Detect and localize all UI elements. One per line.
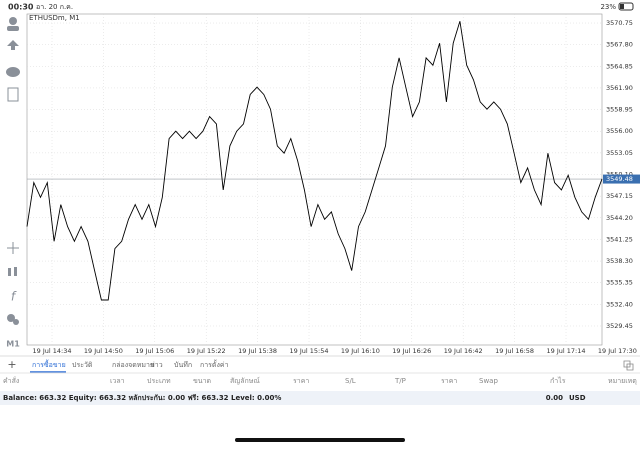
home-indicator xyxy=(235,438,405,442)
tab[interactable]: การตั้งค่า xyxy=(200,358,229,369)
column-header: ราคา xyxy=(441,377,457,385)
x-tick-label: 19 Jul 14:34 xyxy=(33,347,72,355)
y-tick-label: 3558.95 xyxy=(606,106,633,114)
layout-icon[interactable] xyxy=(623,360,634,371)
add-button[interactable]: + xyxy=(7,358,16,371)
y-tick-label: 3570.75 xyxy=(606,19,633,27)
balance-summary: Balance: 663.32 Equity: 663.32 หลักประกั… xyxy=(3,394,281,402)
tab[interactable]: บันทึก xyxy=(174,360,192,369)
battery-icon xyxy=(618,2,634,11)
timeframe[interactable]: M1 xyxy=(6,340,20,349)
column-header: ขนาด xyxy=(193,377,211,385)
chart-title: ETHUSDm, M1 xyxy=(29,14,80,22)
currency: USD xyxy=(569,394,586,402)
chat-icon[interactable] xyxy=(6,67,20,77)
y-tick-label: 3564.85 xyxy=(606,62,633,70)
column-header: คำสั่ง xyxy=(3,376,19,385)
balance-bar xyxy=(0,391,640,405)
x-tick-label: 19 Jul 16:26 xyxy=(392,347,431,355)
battery-level xyxy=(620,4,624,9)
column-header: สัญลักษณ์ xyxy=(230,377,260,385)
x-tick-label: 19 Jul 16:42 xyxy=(444,347,483,355)
profit: 0.00 xyxy=(546,394,563,402)
y-tick-label: 3541.25 xyxy=(606,235,633,243)
x-tick-label: 19 Jul 17:14 xyxy=(547,347,586,355)
clock: 00:30 xyxy=(8,3,34,12)
price-line xyxy=(26,21,603,301)
column-header: กำไร xyxy=(550,376,566,385)
column-header: ประเภท xyxy=(147,377,171,385)
x-tick-label: 19 Jul 17:30 xyxy=(598,347,637,355)
y-tick-label: 3535.35 xyxy=(606,279,633,287)
sidebar: f xyxy=(6,17,20,325)
current-price-label: 3549.48 xyxy=(606,175,633,183)
x-tick-label: 19 Jul 15:38 xyxy=(238,347,277,355)
y-tick-label: 3550.10 xyxy=(606,171,633,179)
objects-icon-2 xyxy=(13,319,19,325)
y-tick-label: 3532.40 xyxy=(606,300,633,308)
x-tick-label: 19 Jul 14:50 xyxy=(84,347,123,355)
column-header: T/P xyxy=(394,377,406,385)
y-tick-label: 3553.05 xyxy=(606,149,633,157)
trade-icon[interactable] xyxy=(7,40,19,50)
indicator-icon[interactable]: f xyxy=(11,290,17,304)
account-icon-body xyxy=(7,26,19,31)
account-icon[interactable] xyxy=(9,17,17,25)
column-header: เวลา xyxy=(110,377,125,385)
x-tick-label: 19 Jul 16:58 xyxy=(495,347,534,355)
objects-icon[interactable] xyxy=(7,314,15,322)
y-tick-label: 3529.45 xyxy=(606,322,633,330)
tab[interactable]: ประวัติ xyxy=(72,361,93,369)
column-header: หมายเหตุ xyxy=(608,377,637,385)
chart-type-icon[interactable] xyxy=(8,268,11,276)
column-header: Swap xyxy=(479,377,498,385)
y-tick-label: 3544.20 xyxy=(606,214,633,222)
tab[interactable]: ข่าว xyxy=(150,361,163,369)
chart-layer: 3570.75 3567.80 3564.85 3561.90 3558.95 3556.… xyxy=(26,14,640,355)
column-header: ราคา xyxy=(293,377,309,385)
y-tick-label: 3561.90 xyxy=(606,84,633,92)
x-tick-label: 19 Jul 15:54 xyxy=(290,347,329,355)
tab[interactable]: กล่องจดหมาย xyxy=(112,361,154,369)
crosshair-icon[interactable] xyxy=(7,242,19,254)
y-tick-label: 3567.80 xyxy=(606,41,633,49)
x-tick-label: 19 Jul 15:06 xyxy=(135,347,174,355)
y-tick-label: 3556.00 xyxy=(606,127,633,135)
column-header: S/L xyxy=(345,377,356,385)
y-tick-label: 3538.30 xyxy=(606,257,633,265)
date: อา. 20 ก.ค. xyxy=(36,3,73,11)
current-price-tag xyxy=(603,174,640,184)
new-order-icon[interactable] xyxy=(7,87,19,102)
y-tick-label: 3547.15 xyxy=(606,192,633,200)
x-tick-label: 19 Jul 15:22 xyxy=(187,347,226,355)
x-tick-label: 19 Jul 16:10 xyxy=(341,347,380,355)
battery-text: 23% xyxy=(600,3,616,11)
table-header: คำสั่ง เวลา ประเภท ขนาด สัญลักษณ์ ราคา S/L T/P ร… xyxy=(3,376,637,385)
chart-type-icon-2 xyxy=(14,267,17,276)
tab[interactable]: การซื้อขาย xyxy=(32,358,66,369)
